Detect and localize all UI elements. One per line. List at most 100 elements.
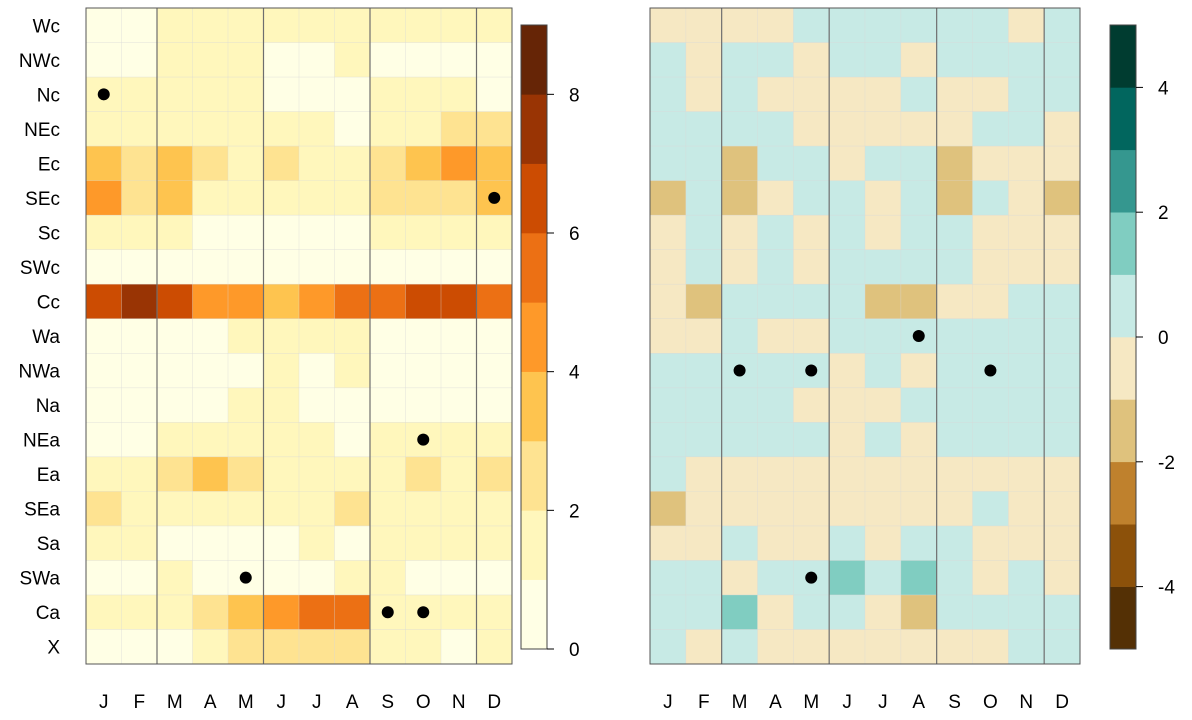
heatmap-cell	[865, 560, 902, 596]
heatmap-cell	[865, 215, 902, 250]
heatmap-cell	[441, 594, 477, 630]
heatmap-cell	[228, 111, 264, 147]
colorbar-tick-label: -2	[1158, 453, 1175, 474]
heatmap-cell	[936, 8, 973, 43]
heatmap-cell	[263, 215, 300, 250]
heatmap-cell	[865, 387, 902, 423]
heatmap-cell	[757, 180, 794, 216]
heatmap-cell	[86, 491, 122, 527]
heatmap-cell	[370, 146, 406, 181]
heatmap-cell	[650, 77, 687, 112]
heatmap-cell	[936, 180, 973, 216]
heatmap-cell	[441, 560, 477, 596]
heatmap-cell	[865, 629, 902, 665]
heatmap-cell	[972, 215, 1009, 250]
heatmap-cell	[299, 318, 335, 354]
heatmap-cell	[192, 525, 229, 561]
heatmap-cell	[370, 8, 406, 43]
heatmap-cell	[757, 594, 794, 630]
heatmap-cell	[370, 111, 406, 147]
row-label: NWa	[18, 362, 60, 383]
month-label: M	[167, 692, 183, 713]
heatmap-cell	[476, 215, 513, 250]
heatmap-cell	[865, 249, 902, 285]
heatmap-cell	[299, 249, 335, 285]
month-label: J	[842, 692, 852, 713]
heatmap-cell	[334, 284, 371, 320]
heatmap-cell	[829, 8, 866, 43]
heatmap-cell	[1044, 180, 1081, 216]
heatmap-cell	[405, 111, 442, 147]
heatmap-cell	[721, 180, 758, 216]
month-label: J	[99, 692, 109, 713]
heatmap-cell	[829, 456, 866, 492]
heatmap-cell	[405, 77, 442, 112]
heatmap-cell	[299, 560, 335, 596]
colorbar-segment	[1110, 399, 1136, 463]
heatmap-cell	[476, 146, 513, 181]
heatmap-cell	[405, 318, 442, 354]
heatmap-cell	[157, 353, 193, 389]
heatmap-cell	[441, 180, 477, 216]
heatmap-cell	[900, 560, 937, 596]
heatmap-cell	[476, 249, 513, 285]
heatmap-cell	[86, 629, 122, 665]
heatmap-cell	[405, 560, 442, 596]
heatmap-cell	[192, 146, 229, 181]
significance-dot	[239, 571, 252, 584]
heatmap-cell	[650, 146, 687, 181]
heatmap-cell	[157, 560, 193, 596]
heatmap-cell	[1008, 594, 1045, 630]
significance-dot	[984, 364, 997, 377]
heatmap-cell	[793, 111, 830, 147]
row-label: Sc	[38, 223, 60, 244]
heatmap-cell	[829, 284, 866, 320]
row-label: Na	[36, 396, 61, 417]
heatmap-cell	[721, 111, 758, 147]
month-label: D	[487, 692, 501, 713]
heatmap-cell	[405, 387, 442, 423]
heatmap-cell	[793, 422, 830, 458]
colorbar-segment	[521, 163, 547, 234]
heatmap-cell	[334, 318, 371, 354]
heatmap-cell	[334, 42, 371, 78]
colorbar-tick-label: 8	[569, 85, 580, 106]
heatmap-cell	[650, 525, 687, 561]
heatmap-cell	[334, 8, 371, 43]
colorbar-segment	[1110, 149, 1136, 213]
heatmap-cell	[441, 629, 477, 665]
significance-dot	[381, 606, 394, 619]
heatmap-cell	[972, 111, 1009, 147]
heatmap-cell	[228, 594, 264, 630]
heatmap-cell	[192, 456, 229, 492]
heatmap-cell	[936, 422, 973, 458]
month-label: F	[698, 692, 710, 713]
heatmap-cell	[936, 42, 973, 78]
heatmap-cell	[793, 180, 830, 216]
heatmap-cell	[1008, 318, 1045, 354]
heatmap-cell	[936, 318, 973, 354]
heatmap-cell	[936, 560, 973, 596]
colorbar-tick-label: 4	[1158, 78, 1169, 99]
heatmap-cell	[157, 629, 193, 665]
colorbar-tick-label: 6	[569, 224, 580, 245]
heatmap-cell	[121, 42, 158, 78]
heatmap-cell	[334, 111, 371, 147]
heatmap-cell	[157, 456, 193, 492]
heatmap-cell	[405, 491, 442, 527]
heatmap-cell	[685, 249, 722, 285]
month-label: N	[1019, 692, 1033, 713]
heatmap-cell	[476, 8, 513, 43]
heatmap-cell	[299, 422, 335, 458]
heatmap-cell	[441, 491, 477, 527]
heatmap-cell	[157, 525, 193, 561]
heatmap-cell	[86, 594, 122, 630]
heatmap-cell	[1044, 284, 1081, 320]
heatmap-cell	[793, 284, 830, 320]
heatmap-cell	[757, 8, 794, 43]
heatmap-cell	[685, 284, 722, 320]
heatmap-cell	[228, 456, 264, 492]
month-label: S	[381, 692, 394, 713]
month-label: M	[803, 692, 819, 713]
